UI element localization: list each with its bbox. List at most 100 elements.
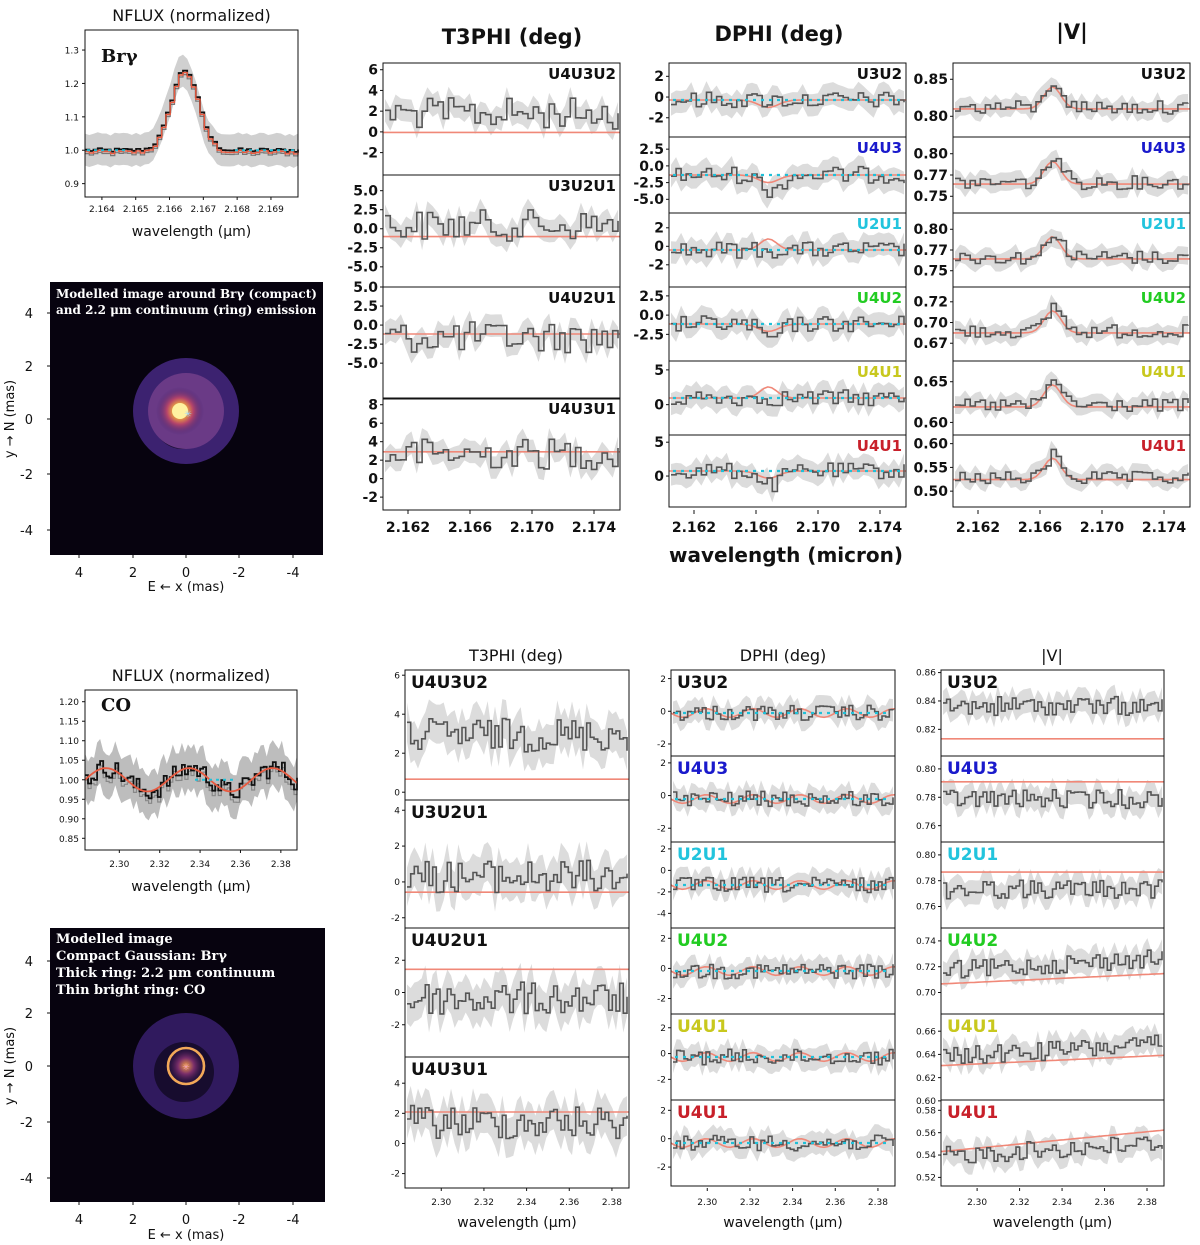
top-vis-panel: 0.65 0.60 U4U1 xyxy=(913,360,1191,436)
xtick-label: 2.36 xyxy=(825,1198,845,1208)
ytick-label: 0 xyxy=(660,707,666,717)
ytick-label: 2 xyxy=(660,845,666,855)
bottom-vis-panel: 0.66 0.64 0.62 0.60 U4U1 xyxy=(916,1013,1165,1107)
image-xlabel: E ← x (mas) xyxy=(148,580,225,595)
error-band xyxy=(385,198,618,253)
ytick-label: -2 xyxy=(20,468,33,483)
bottom-vis-panel: 0.80 0.78 0.76 U4U3 xyxy=(916,755,1165,843)
flux-title: NFLUX (normalized) xyxy=(112,666,270,685)
data-line xyxy=(673,1134,894,1152)
ytick-label: 0.54 xyxy=(916,1151,936,1161)
top-flux-plot: NFLUX (normalized) 1.3 1.2 1.1 1.0 0.9 2.164 2.… xyxy=(65,6,299,240)
error-band xyxy=(955,228,1188,273)
top-dphi-panel: 2.50.0-2.5-5.0 U4U3 xyxy=(633,136,907,214)
ytick-label: 0.66 xyxy=(916,1027,936,1037)
ytick-label: 0.80 xyxy=(913,147,948,163)
data-line xyxy=(673,1048,894,1066)
baseline-label: U4U1 xyxy=(857,363,902,381)
ytick-label: 2 xyxy=(660,1024,666,1034)
ytick-label: 2 xyxy=(25,1007,33,1022)
data-line xyxy=(385,209,619,242)
star-icon: ✳ xyxy=(182,1063,190,1073)
ytick-label: 4 xyxy=(25,955,33,970)
ytick-label: 4 xyxy=(394,1079,400,1089)
bottom-flux-plot: NFLUX (normalized) 1.20 1.15 1.10 1.05 1.00 0.… xyxy=(59,666,298,895)
ytick-label: 0.0 xyxy=(639,159,664,175)
xtick-label: 2.32 xyxy=(150,860,170,870)
xtick-label: 2.164 xyxy=(89,205,115,215)
ytick-label: 2 xyxy=(654,69,664,85)
data-line xyxy=(671,241,905,259)
ytick-label: -4 xyxy=(20,524,33,539)
data-line xyxy=(385,438,619,471)
bottom-dphi-panel: 2 0 -2 U4U3 xyxy=(657,755,896,843)
xtick-label: 2.162 xyxy=(386,520,430,536)
data-line xyxy=(671,91,905,109)
error-band xyxy=(385,428,618,481)
ytick-label: -2 xyxy=(391,914,400,924)
xtick-label: 2.38 xyxy=(602,1198,622,1208)
panel-frame xyxy=(84,29,299,198)
ytick-label: 0.80 xyxy=(913,109,948,125)
ytick-label: 0.78 xyxy=(916,877,936,887)
bottom-vis-panel: 0.80 0.78 0.76 U2U1 xyxy=(916,841,1165,929)
ytick-label: 0 xyxy=(660,792,666,802)
ytick-label: 2.5 xyxy=(353,299,378,315)
data-line xyxy=(673,963,894,980)
image-xlabel: E ← x (mas) xyxy=(148,1228,225,1243)
ytick-label: 0.55 xyxy=(913,460,948,476)
baseline-label: U4U1 xyxy=(1141,437,1186,455)
data-line xyxy=(943,1136,1163,1164)
top-vis-panel: 0.80 0.77 0.75 U4U3 xyxy=(913,136,1191,214)
ytick-label: 0.77 xyxy=(913,168,948,184)
ytick-label: 0 xyxy=(660,1135,666,1145)
xtick-label: -4 xyxy=(287,1213,300,1228)
baseline-label: U2U1 xyxy=(947,845,998,865)
xtick-label: -2 xyxy=(233,566,246,581)
data-line xyxy=(671,389,905,407)
ytick-label: -5.0 xyxy=(347,260,378,276)
ytick-label: 0.60 xyxy=(916,1097,936,1107)
bottom-dphi-panel: 2 0 -2 U4U1 xyxy=(657,1099,896,1187)
ytick-label: -2.5 xyxy=(633,176,664,192)
data-line xyxy=(85,69,299,153)
bottom-xaxes: 2.30 2.32 2.34 2.36 2.38 wavelength (μm) 2.30 2… xyxy=(431,1188,1157,1231)
data-line xyxy=(943,789,1163,810)
image-caption: Thick ring: 2.2 μm continuum xyxy=(56,966,275,981)
panel-frame xyxy=(952,434,1191,508)
xtick-label: 2.162 xyxy=(956,520,1000,536)
top-t3phi-panel: 5.0 2.5 0.0 -2.5 -5.0 U3U2U1 xyxy=(347,174,621,288)
baseline-label: U4U2 xyxy=(677,931,728,951)
ytick-label: 0.80 xyxy=(916,765,936,775)
xtick-label: 2.166 xyxy=(448,520,492,536)
ytick-label: 1.10 xyxy=(59,737,79,747)
model-line xyxy=(940,972,1165,985)
baseline-label: U2U1 xyxy=(677,845,728,865)
ytick-label: 0.0 xyxy=(639,308,664,324)
ytick-label: 1.3 xyxy=(65,47,79,57)
ytick-label: 0.0 xyxy=(353,318,378,334)
ytick-label: 2 xyxy=(394,956,400,966)
ytick-label: 0.62 xyxy=(916,1074,936,1084)
ytick-label: 4 xyxy=(368,435,378,451)
ytick-label: 1.05 xyxy=(59,757,79,767)
top-t3phi-panel: 8 6 4 2 0 -2 U4U3U1 xyxy=(362,397,621,511)
xtick-label: 2.170 xyxy=(796,520,841,536)
xtick-label: 2.32 xyxy=(740,1198,760,1208)
panel-frame xyxy=(940,1099,1165,1187)
ytick-label: -2.5 xyxy=(633,327,664,343)
xtick-label: 2.170 xyxy=(1080,520,1125,536)
baseline-label: U4U2 xyxy=(947,931,998,951)
ytick-label: 0.77 xyxy=(913,243,948,259)
baseline-label: U2U1 xyxy=(857,215,902,233)
ytick-label: 0 xyxy=(394,989,400,999)
xtick-label: 2.34 xyxy=(1052,1198,1072,1208)
ytick-label: -4 xyxy=(657,910,666,920)
ytick-label: 0.72 xyxy=(913,295,948,311)
panel-frame xyxy=(670,1099,896,1187)
error-band xyxy=(85,54,298,168)
panel-frame xyxy=(668,434,907,508)
ytick-label: 1.20 xyxy=(59,698,79,708)
ytick-label: -2 xyxy=(657,740,666,750)
